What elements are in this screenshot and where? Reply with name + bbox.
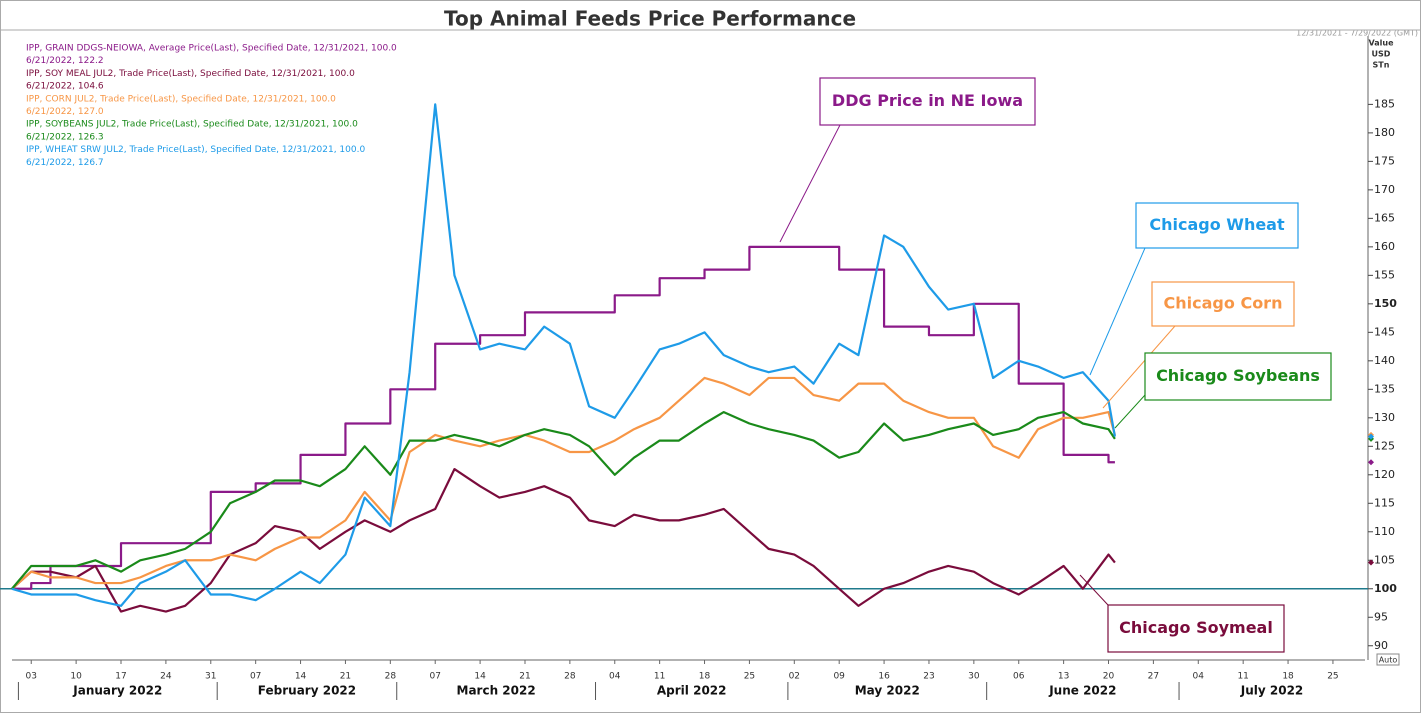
legend-description: IPP, GRAIN DDGS-NEIOWA, Average Price(La…: [26, 44, 397, 54]
x-tick-label: 25: [744, 672, 755, 682]
month-label: February 2022: [258, 684, 356, 698]
x-tick-label: 14: [474, 672, 486, 682]
x-tick-label: 23: [923, 672, 934, 682]
callout-label: Chicago Corn: [1164, 294, 1283, 313]
callout-pointer: [1079, 574, 1109, 606]
y-tick-label: 155: [1374, 268, 1395, 281]
callout-pointer: [1114, 394, 1146, 429]
y-tick-label: 110: [1374, 525, 1395, 538]
x-tick-label: 11: [1237, 672, 1248, 682]
y-tick-label: 105: [1374, 553, 1395, 566]
auto-label: Auto: [1379, 656, 1398, 665]
legend-last: 6/21/2022, 126.7: [26, 158, 104, 168]
chart-title: Top Animal Feeds Price Performance: [444, 7, 856, 31]
last-value-marker: [1368, 459, 1374, 466]
auto-box: [1376, 653, 1400, 666]
x-tick-label: 03: [26, 672, 37, 682]
y-tick-label: 145: [1374, 325, 1395, 338]
legend-description: IPP, WHEAT SRW JUL2, Trade Price(Last), …: [26, 145, 365, 155]
y-tick-label: 170: [1374, 183, 1395, 196]
y-tick-label: 160: [1374, 240, 1395, 253]
legend-last: 6/21/2022, 126.3: [26, 132, 104, 142]
series-line: [11, 376, 1116, 590]
x-tick-label: 28: [385, 672, 397, 682]
legend-last: 6/21/2022, 127.0: [26, 107, 104, 117]
y-tick-label: 120: [1374, 468, 1395, 481]
y-tick-label: 175: [1374, 154, 1395, 167]
y-tick-label: 95: [1374, 610, 1388, 623]
month-label: January 2022: [72, 684, 162, 698]
y-tick-label: 180: [1374, 126, 1395, 139]
month-label: July 2022: [1240, 684, 1304, 698]
series-line: [11, 103, 1117, 607]
month-label: March 2022: [457, 684, 536, 698]
callout-box: [1151, 281, 1295, 327]
y-tick-label: 90: [1374, 639, 1388, 652]
date-range: 12/31/2021 - 7/29/2022 (GMT): [1296, 29, 1418, 38]
y-tick-label: 100: [1374, 582, 1397, 595]
y-tick-label: 130: [1374, 411, 1395, 424]
x-tick-label: 18: [1282, 672, 1294, 682]
y-tick-label: 140: [1374, 354, 1395, 367]
x-tick-label: 24: [160, 672, 172, 682]
callout-label: Chicago Soymeal: [1119, 618, 1273, 637]
legend-description: IPP, SOYBEANS JUL2, Trade Price(Last), S…: [26, 120, 358, 130]
x-tick-label: 18: [699, 672, 711, 682]
y-tick-label: 115: [1374, 496, 1395, 509]
x-tick-label: 10: [70, 672, 82, 682]
series-line: [11, 467, 1116, 613]
y-tick-label: 150: [1374, 297, 1397, 310]
x-tick-label: 17: [115, 672, 126, 682]
x-tick-label: 07: [429, 672, 440, 682]
month-label: April 2022: [657, 684, 727, 698]
callout-box: [1107, 604, 1285, 653]
legend-last: 6/21/2022, 122.2: [26, 56, 104, 66]
legend-last: 6/21/2022, 104.6: [26, 82, 104, 92]
x-tick-label: 04: [1193, 672, 1205, 682]
callout-label: Chicago Wheat: [1149, 215, 1285, 234]
y-tick-label: 135: [1374, 382, 1395, 395]
x-tick-label: 09: [833, 672, 845, 682]
x-tick-label: 30: [968, 672, 980, 682]
series-line: [12, 245, 1115, 590]
x-tick-label: 25: [1327, 672, 1338, 682]
month-label: June 2022: [1048, 684, 1116, 698]
legend-description: IPP, SOY MEAL JUL2, Trade Price(Last), S…: [26, 69, 355, 79]
x-tick-label: 21: [519, 672, 530, 682]
callout-label: DDG Price in NE Iowa: [832, 91, 1023, 110]
y-tick-label: 125: [1374, 439, 1395, 452]
legend-description: IPP, CORN JUL2, Trade Price(Last), Speci…: [26, 94, 336, 104]
x-tick-label: 07: [250, 672, 261, 682]
month-label: May 2022: [855, 684, 920, 698]
callout-pointer: [1102, 325, 1176, 409]
x-tick-label: 14: [295, 672, 307, 682]
callout-box: [1144, 352, 1332, 401]
x-tick-label: 06: [1013, 672, 1025, 682]
callout-box: [819, 77, 1036, 126]
axis-header: Value: [1368, 39, 1394, 48]
x-tick-label: 27: [1148, 672, 1159, 682]
x-tick-label: 02: [789, 672, 800, 682]
axis-header: USD: [1372, 50, 1391, 59]
axis-header: STn: [1373, 61, 1390, 70]
x-tick-label: 28: [564, 672, 576, 682]
x-tick-label: 13: [1058, 672, 1069, 682]
callout-box: [1135, 202, 1299, 249]
x-tick-label: 21: [340, 672, 351, 682]
y-tick-label: 185: [1374, 97, 1395, 110]
series-line: [11, 411, 1116, 590]
x-tick-label: 20: [1103, 672, 1115, 682]
x-tick-label: 31: [205, 672, 216, 682]
last-value-marker: [1368, 559, 1374, 566]
x-tick-label: 04: [609, 672, 621, 682]
y-tick-label: 165: [1374, 211, 1395, 224]
callout-pointer: [779, 124, 841, 243]
x-tick-label: 11: [654, 672, 665, 682]
last-value-marker: [1368, 433, 1374, 440]
callout-pointer: [1089, 247, 1146, 376]
callout-label: Chicago Soybeans: [1156, 366, 1320, 385]
x-tick-label: 16: [878, 672, 890, 682]
